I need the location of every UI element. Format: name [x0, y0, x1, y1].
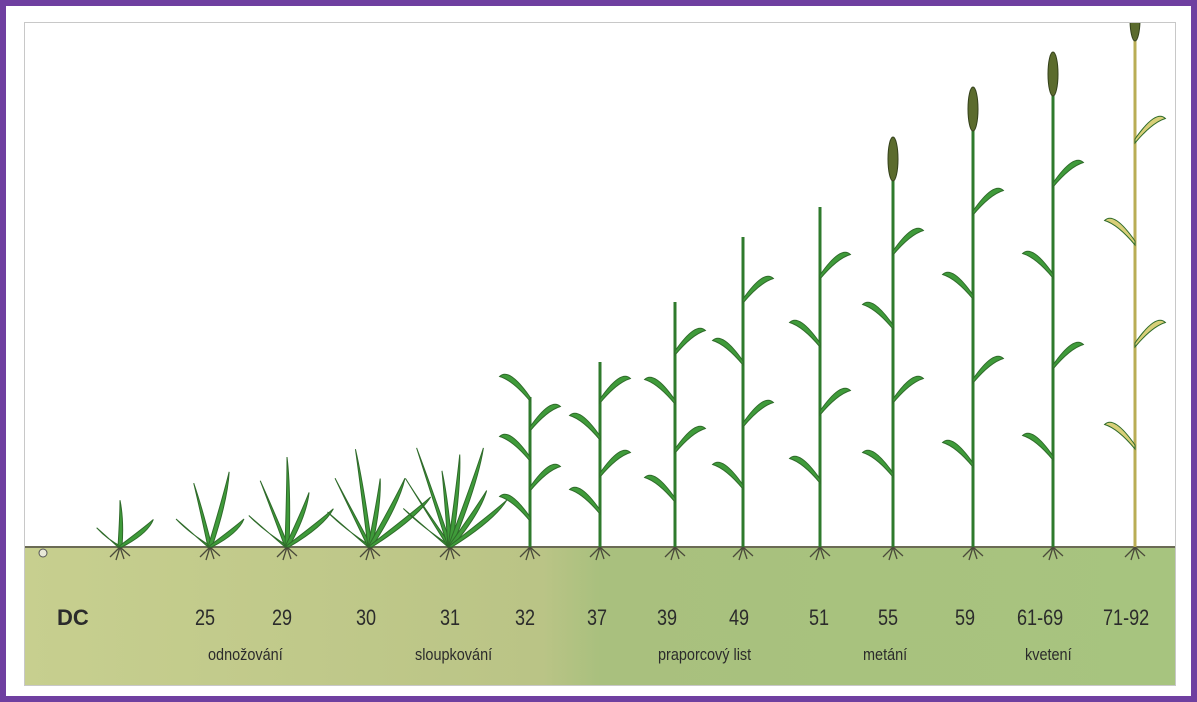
wheat-plant	[175, 471, 245, 561]
stage-label: 29	[272, 605, 293, 630]
wheat-plant	[248, 456, 334, 561]
soil-band	[25, 547, 1175, 685]
seed	[38, 548, 48, 558]
phase-label: odnožování	[208, 645, 283, 664]
stage-label: 51	[809, 605, 830, 630]
stage-label: 39	[657, 605, 678, 630]
stage-label: 71-92	[1103, 605, 1150, 630]
stage-label: 37	[587, 605, 608, 630]
wheat-plant	[1103, 23, 1167, 561]
stage-label: 31	[440, 605, 461, 630]
wheat-plant	[96, 500, 154, 561]
growth-stage-diagram: DC 25 29 30 31 32 37 39 49 51 55 59 61-6…	[24, 22, 1176, 686]
stage-label: 32	[515, 605, 536, 630]
plant-illustration	[25, 23, 1175, 685]
wheat-plant	[498, 373, 562, 561]
stage-label: 49	[729, 605, 750, 630]
dc-scale-label: DC	[57, 605, 89, 630]
wheat-plant	[711, 237, 775, 561]
wheat-plant	[402, 447, 508, 561]
stage-label: 59	[955, 605, 976, 630]
phase-label: kvetení	[1025, 645, 1072, 664]
wheat-plant	[1021, 51, 1085, 561]
wheat-plant	[643, 302, 707, 561]
wheat-plant	[861, 136, 925, 561]
wheat-plant	[941, 86, 1005, 561]
wheat-plant	[568, 362, 632, 561]
stage-label: 61-69	[1017, 605, 1064, 630]
phase-label: sloupkování	[415, 645, 493, 664]
stage-label: 30	[356, 605, 377, 630]
phase-label: praporcový list	[658, 645, 752, 664]
stage-label: 55	[878, 605, 899, 630]
wheat-plant	[788, 207, 852, 561]
stage-label: 25	[195, 605, 216, 630]
phase-label: metání	[863, 645, 908, 664]
wheat-plant	[327, 449, 432, 561]
